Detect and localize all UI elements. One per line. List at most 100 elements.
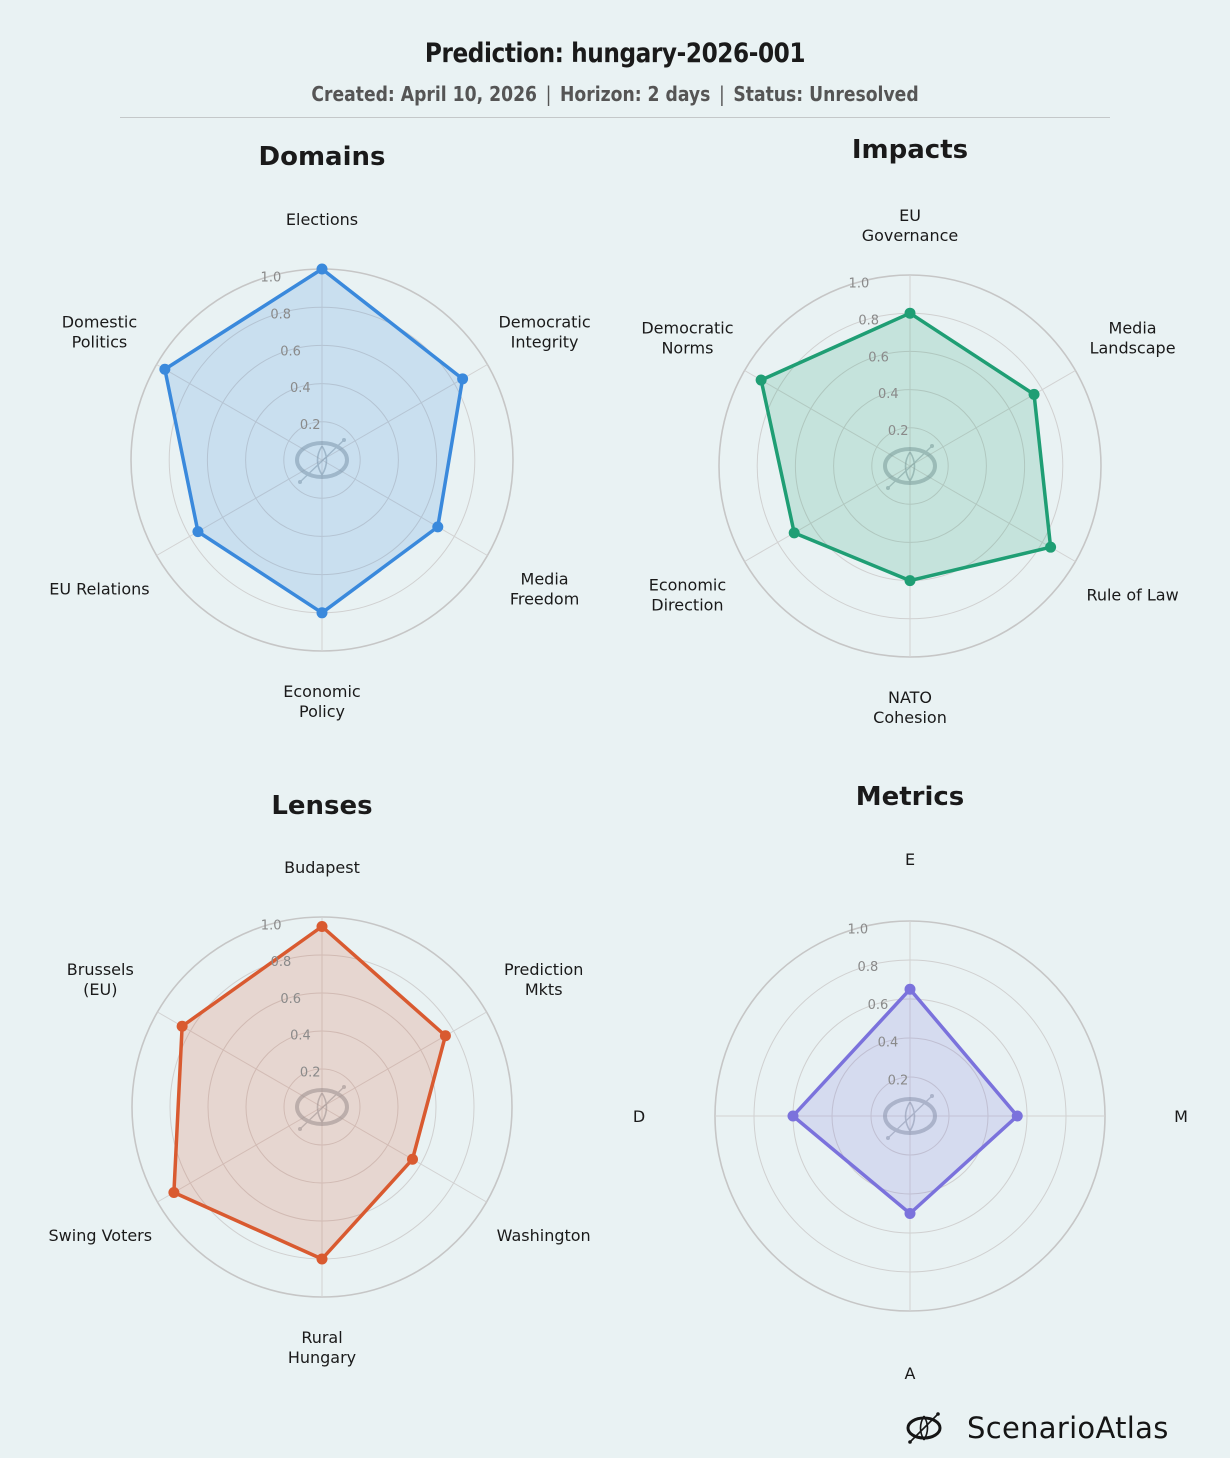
- grid-spoke: [156, 364, 323, 461]
- meta-separator: |: [718, 82, 725, 106]
- axis-label: Economic Direction: [649, 576, 726, 615]
- data-point: [787, 1110, 799, 1122]
- radial-tick-label: 0.6: [868, 998, 889, 1013]
- data-point: [439, 1030, 451, 1042]
- watermark-logo-icon: [295, 438, 349, 484]
- radar-panel-impacts: Impacts 0.2 0.4 0.6 0.8 1.0 EU Governance Media L…: [641, 135, 1178, 727]
- data-point: [457, 373, 469, 385]
- brand-footer: ScenarioAtlas: [905, 1406, 1169, 1450]
- radial-tick-label: 1.0: [261, 270, 282, 285]
- chart-title-metrics: Metrics: [856, 782, 965, 812]
- data-point: [788, 527, 800, 539]
- data-point: [168, 1187, 180, 1198]
- prediction-meta: Created: April 10, 2026 | Horizon: 2 days |…: [86, 82, 1144, 106]
- data-point: [904, 575, 916, 587]
- radial-tick-label: 0.2: [888, 1073, 909, 1088]
- page-title: Prediction: hungary-2026-001: [424, 38, 806, 69]
- radial-tick-label: 0.6: [280, 992, 301, 1007]
- radial-tick-label: 0.4: [290, 1029, 311, 1044]
- series-fill: [173, 926, 446, 1259]
- axis-label: Budapest: [284, 858, 360, 877]
- data-point: [316, 263, 328, 275]
- axis-label: Swing Voters: [49, 1226, 153, 1245]
- axis-label: Rural Hungary: [288, 1328, 356, 1367]
- chart-title-domains: Domains: [259, 142, 386, 172]
- data-point: [176, 1020, 188, 1032]
- axis-label: Media Freedom: [510, 570, 579, 609]
- radial-tick-label: 1.0: [261, 918, 282, 933]
- radial-tick-label: 0.4: [878, 1036, 899, 1051]
- series-fill: [164, 269, 463, 613]
- axis-label: Democratic Integrity: [498, 313, 590, 352]
- data-point: [316, 1253, 328, 1265]
- data-point: [432, 521, 444, 533]
- series-fill: [793, 989, 1018, 1214]
- axis-label: Prediction Mkts: [504, 960, 583, 999]
- radial-tick-label: 0.2: [300, 418, 321, 433]
- axis-label: EU Governance: [862, 206, 959, 245]
- grid-spoke: [156, 459, 323, 556]
- series-fill: [761, 313, 1051, 581]
- radial-tick-label: 0.6: [280, 344, 301, 359]
- radar-panel-lenses: Lenses 0.2 0.4 0.6 0.8 1.0 Budapest Prediction M…: [49, 791, 591, 1367]
- radial-tick-label: 0.4: [290, 381, 311, 396]
- chart-title-lenses: Lenses: [271, 791, 372, 821]
- scenarioatlas-logo-icon: [906, 1412, 942, 1444]
- grid-spoke: [157, 1106, 323, 1203]
- data-point: [1045, 541, 1057, 553]
- axis-label: E: [905, 850, 915, 869]
- radial-tick-label: 0.8: [858, 960, 879, 975]
- status: Status: Unresolved: [733, 82, 919, 106]
- radial-tick-label: 0.8: [270, 307, 291, 322]
- axis-label: Democratic Norms: [641, 319, 733, 358]
- radial-tick-label: 0.2: [300, 1065, 321, 1080]
- data-point: [1011, 1110, 1023, 1122]
- grid-spoke: [321, 459, 488, 556]
- radar-panel-metrics: Metrics 0.2 0.4 0.6 0.8 1.0 E M A D: [633, 782, 1188, 1383]
- radial-tick-label: 0.2: [888, 424, 909, 439]
- radial-tick-label: 1.0: [848, 923, 869, 938]
- axis-label: Economic Policy: [283, 682, 360, 721]
- radial-tick-label: 0.8: [858, 313, 879, 328]
- watermark-logo-icon: [883, 1094, 937, 1140]
- data-point: [1028, 388, 1040, 400]
- grid-spoke: [321, 1011, 487, 1108]
- axis-label: NATO Cohesion: [873, 688, 947, 727]
- grid-spoke: [744, 465, 911, 562]
- created-date: Created: April 10, 2026: [311, 82, 538, 106]
- watermark-logo-icon: [883, 444, 937, 490]
- radial-tick-label: 0.8: [271, 955, 292, 970]
- radial-tick-label: 0.6: [868, 350, 889, 365]
- data-point: [192, 526, 204, 538]
- axis-label: Media Landscape: [1090, 319, 1176, 358]
- axis-label: Domestic Politics: [62, 313, 137, 352]
- data-point: [159, 363, 171, 375]
- grid-spoke: [909, 370, 1076, 467]
- meta-separator: |: [545, 82, 552, 106]
- axis-label: Brussels (EU): [67, 960, 134, 999]
- radar-charts: Domains 0.2 0.4 0.6 0.8 1.0 Elections Democrati…: [49, 135, 1188, 1383]
- data-point: [316, 921, 328, 932]
- data-point: [755, 374, 767, 386]
- radial-tick-label: 1.0: [849, 276, 870, 291]
- chart-title-impacts: Impacts: [852, 135, 968, 165]
- header-divider: [120, 117, 1110, 118]
- horizon: Horizon: 2 days: [560, 82, 711, 106]
- watermark-logo-icon: [295, 1085, 349, 1131]
- data-point: [904, 983, 916, 995]
- brand-name: ScenarioAtlas: [967, 1411, 1169, 1445]
- axis-label: M: [1174, 1107, 1188, 1126]
- data-point: [406, 1153, 418, 1165]
- axis-label: Rule of Law: [1086, 586, 1178, 605]
- axis-label: EU Relations: [49, 580, 149, 599]
- data-point: [904, 1208, 916, 1219]
- axis-label: Elections: [286, 210, 358, 229]
- grid-spoke: [744, 370, 911, 467]
- data-point: [904, 307, 916, 319]
- radar-panel-domains: Domains 0.2 0.4 0.6 0.8 1.0 Elections Democrati…: [49, 142, 590, 721]
- data-point: [316, 607, 328, 619]
- axis-label: D: [633, 1107, 645, 1126]
- radial-tick-label: 0.4: [878, 387, 899, 402]
- grid-spoke: [321, 1106, 487, 1203]
- axis-label: A: [905, 1364, 916, 1383]
